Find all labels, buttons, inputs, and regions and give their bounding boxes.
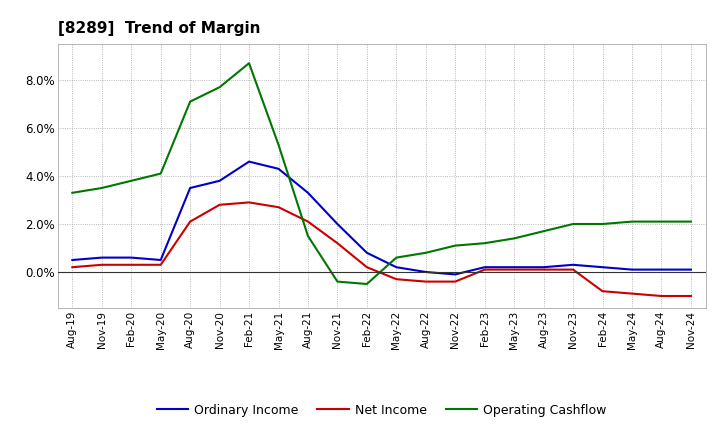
Ordinary Income bbox=[156, 257, 165, 263]
Ordinary Income bbox=[274, 166, 283, 172]
Ordinary Income bbox=[480, 264, 489, 270]
Text: [8289]  Trend of Margin: [8289] Trend of Margin bbox=[58, 21, 260, 36]
Ordinary Income bbox=[186, 185, 194, 191]
Ordinary Income bbox=[68, 257, 76, 263]
Net Income bbox=[156, 262, 165, 268]
Operating Cashflow bbox=[628, 219, 636, 224]
Net Income bbox=[274, 205, 283, 210]
Net Income bbox=[598, 289, 607, 294]
Operating Cashflow bbox=[274, 142, 283, 147]
Operating Cashflow bbox=[333, 279, 342, 284]
Ordinary Income bbox=[333, 221, 342, 227]
Net Income bbox=[539, 267, 548, 272]
Line: Operating Cashflow: Operating Cashflow bbox=[72, 63, 691, 284]
Net Income bbox=[392, 277, 400, 282]
Ordinary Income bbox=[569, 262, 577, 268]
Operating Cashflow bbox=[97, 185, 106, 191]
Net Income bbox=[510, 267, 518, 272]
Ordinary Income bbox=[598, 264, 607, 270]
Ordinary Income bbox=[127, 255, 135, 260]
Operating Cashflow bbox=[215, 84, 224, 90]
Ordinary Income bbox=[539, 264, 548, 270]
Net Income bbox=[363, 264, 372, 270]
Ordinary Income bbox=[363, 250, 372, 256]
Net Income bbox=[421, 279, 430, 284]
Ordinary Income bbox=[510, 264, 518, 270]
Net Income bbox=[245, 200, 253, 205]
Ordinary Income bbox=[392, 264, 400, 270]
Net Income bbox=[68, 264, 76, 270]
Ordinary Income bbox=[628, 267, 636, 272]
Operating Cashflow bbox=[510, 236, 518, 241]
Operating Cashflow bbox=[156, 171, 165, 176]
Operating Cashflow bbox=[186, 99, 194, 104]
Net Income bbox=[186, 219, 194, 224]
Ordinary Income bbox=[215, 178, 224, 183]
Ordinary Income bbox=[421, 269, 430, 275]
Net Income bbox=[569, 267, 577, 272]
Net Income bbox=[657, 293, 666, 299]
Ordinary Income bbox=[657, 267, 666, 272]
Operating Cashflow bbox=[68, 190, 76, 195]
Net Income bbox=[687, 293, 696, 299]
Operating Cashflow bbox=[363, 281, 372, 286]
Ordinary Income bbox=[687, 267, 696, 272]
Operating Cashflow bbox=[127, 178, 135, 183]
Ordinary Income bbox=[451, 272, 459, 277]
Net Income bbox=[480, 267, 489, 272]
Operating Cashflow bbox=[392, 255, 400, 260]
Operating Cashflow bbox=[451, 243, 459, 248]
Legend: Ordinary Income, Net Income, Operating Cashflow: Ordinary Income, Net Income, Operating C… bbox=[152, 399, 611, 422]
Net Income bbox=[97, 262, 106, 268]
Net Income bbox=[333, 241, 342, 246]
Net Income bbox=[215, 202, 224, 207]
Operating Cashflow bbox=[480, 241, 489, 246]
Operating Cashflow bbox=[687, 219, 696, 224]
Operating Cashflow bbox=[421, 250, 430, 256]
Operating Cashflow bbox=[304, 233, 312, 238]
Ordinary Income bbox=[97, 255, 106, 260]
Ordinary Income bbox=[304, 190, 312, 195]
Operating Cashflow bbox=[539, 228, 548, 234]
Net Income bbox=[628, 291, 636, 296]
Net Income bbox=[451, 279, 459, 284]
Net Income bbox=[304, 219, 312, 224]
Line: Net Income: Net Income bbox=[72, 202, 691, 296]
Operating Cashflow bbox=[598, 221, 607, 227]
Line: Ordinary Income: Ordinary Income bbox=[72, 161, 691, 275]
Ordinary Income bbox=[245, 159, 253, 164]
Net Income bbox=[127, 262, 135, 268]
Operating Cashflow bbox=[245, 61, 253, 66]
Operating Cashflow bbox=[569, 221, 577, 227]
Operating Cashflow bbox=[657, 219, 666, 224]
